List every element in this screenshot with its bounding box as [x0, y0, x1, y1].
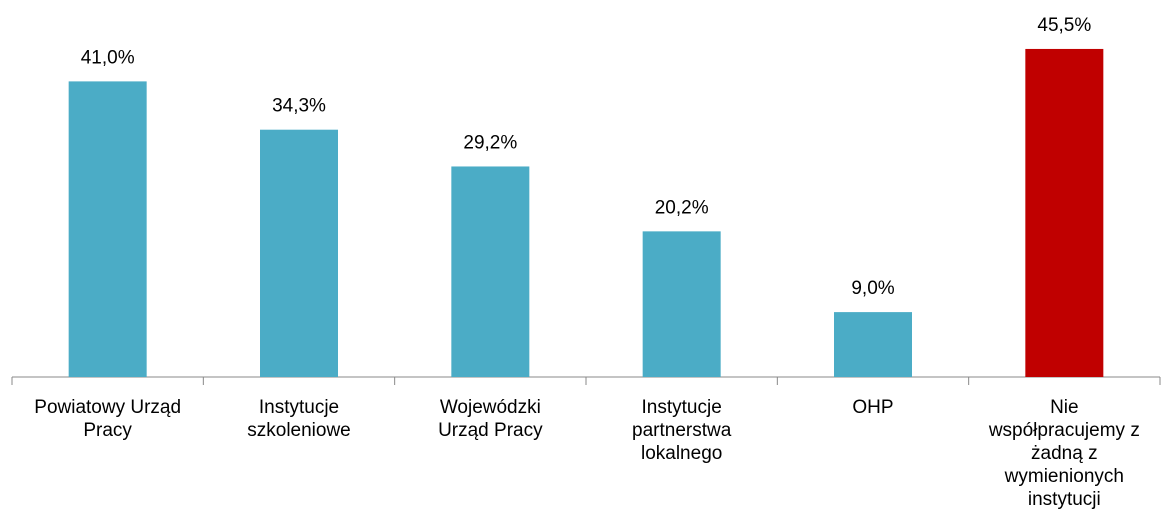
x-tick-label: Wojewódzki Urząd Pracy: [438, 397, 543, 441]
x-tick-label: Powiatowy Urząd Pracy: [34, 397, 182, 441]
value-label: 29,2%: [463, 132, 517, 153]
value-label: 34,3%: [272, 96, 326, 117]
x-tick-label: Instytucje partnerstwa lokalnego: [632, 397, 732, 464]
bar: [68, 81, 147, 377]
value-label: 41,0%: [81, 47, 135, 68]
bar: [642, 231, 721, 377]
value-label: 45,5%: [1037, 15, 1091, 36]
bar: [451, 166, 530, 377]
value-label: 9,0%: [851, 278, 894, 299]
x-tick-label: Instytucje szkoleniowe: [247, 397, 351, 441]
x-tick-label: Nie współpracujemy z żadną z wymienionyc…: [988, 397, 1140, 510]
bar: [834, 312, 912, 377]
x-tick-label: OHP: [852, 397, 894, 418]
value-label: 20,2%: [655, 197, 709, 218]
bar: [1025, 48, 1104, 377]
bar: [260, 129, 338, 377]
